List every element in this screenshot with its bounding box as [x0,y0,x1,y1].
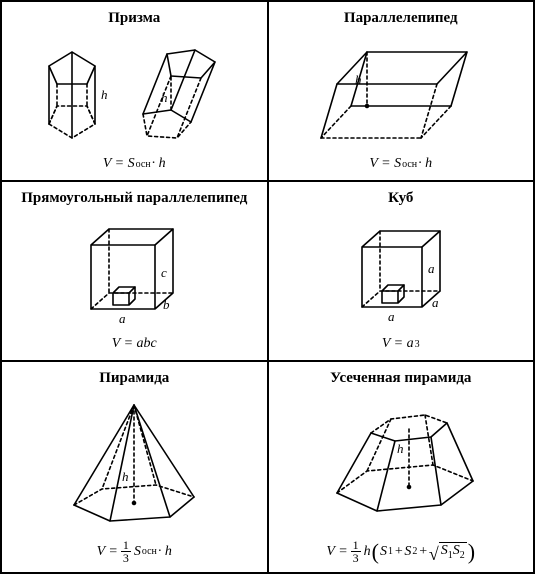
cell-parallelepiped: Параллелепипед h [268,1,535,181]
frustum-formula: V = 1 3 h ( S1 + S2 + √ S1S2 ) [326,539,475,564]
prism-h-label: h [101,87,108,102]
frustum-sqrt: √ S1S2 [429,542,467,561]
pyramid-formula: V = 1 3 Sосн · h [97,539,172,564]
frustum-rad-S1-pre: S [441,543,448,558]
cube-formula-sup: 3 [415,339,420,350]
parallelepiped-formula-sub: осн [402,159,417,170]
parallelepiped-formula-suffix: · h [418,156,432,172]
cell-pyramid: Пирамида h [1,361,268,573]
pyramid-title: Пирамида [99,370,169,387]
parallelepiped-title: Параллелепипед [344,10,458,27]
cube-formula-prefix: V = a [382,336,414,352]
cube-figure: a a a [273,211,530,334]
frustum-S1-sub: 1 [388,546,393,557]
frustum-rad-S2-pre: S [453,543,460,558]
frustum-radicand: S1S2 [439,542,467,561]
rect-box-b-label: b [163,297,170,312]
rect-box-figure: c b a [6,211,263,334]
pyramid-formula-suffix: · h [158,544,172,560]
frustum-paren-right: ) [468,545,475,559]
frustum-paren-left: ( [372,545,379,559]
frustum-S1-pre: S [380,544,387,560]
cell-frustum: Усеченная пирамида [268,361,535,573]
pyramid-formula-S: S [134,544,141,560]
frustum-frac-den: 3 [351,552,361,564]
prism-title: Призма [108,10,160,27]
prism-formula-sub: осн [136,159,151,170]
pyramid-frac-den: 3 [121,552,131,564]
frustum-radical: √ [429,547,439,561]
prism-formula-prefix: V = S [103,156,135,172]
cell-prism: Призма h [1,1,268,181]
pyramid-h-label: h [122,469,129,484]
cube-a-label-side: a [432,295,439,310]
pyramid-formula-sub: осн [142,546,157,557]
frustum-rad-S2-sub: 2 [460,550,465,561]
cell-cube: Куб a a a V = a3 [268,181,535,361]
rect-box-a-label: a [119,311,126,323]
parallelepiped-formula-prefix: V = S [369,156,401,172]
prism-formula-suffix: · h [152,156,166,172]
frustum-frac: 1 3 [351,539,361,564]
frustum-formula-V: V = [326,544,347,560]
prism-formula: V = Sосн · h [103,156,166,172]
pyramid-frac: 1 3 [121,539,131,564]
cube-a-label-bottom: a [388,309,395,323]
frustum-plus2: + [418,544,427,560]
parallelepiped-formula: V = Sосн · h [369,156,432,172]
rect-box-title: Прямоугольный параллелепипед [21,190,247,207]
frustum-figure: h [273,391,530,537]
parallelepiped-h-label: h [355,72,362,87]
cube-a-label-right: a [428,261,435,276]
frustum-plus1: + [394,544,403,560]
frustum-S2-sub: 2 [412,546,417,557]
frustum-S2-pre: S [404,544,411,560]
cube-title: Куб [388,190,413,207]
cell-rect-box: Прямоугольный параллелепипед c b a [1,181,268,361]
frustum-title: Усеченная пирамида [330,370,471,387]
frustum-h-label: h [397,441,404,456]
pyramid-formula-V: V = [97,544,118,560]
pyramid-figure: h [6,391,263,537]
parallelepiped-figure: h [273,31,530,154]
prism-figure: h h [6,31,263,154]
cube-formula: V = a3 [382,336,420,352]
oblique-prism-h-label: h [161,90,168,105]
rect-box-formula: V = abc [112,336,157,352]
formula-grid: Призма h [0,0,535,574]
frustum-formula-h: h [364,544,371,560]
rect-box-c-label: c [161,265,167,280]
